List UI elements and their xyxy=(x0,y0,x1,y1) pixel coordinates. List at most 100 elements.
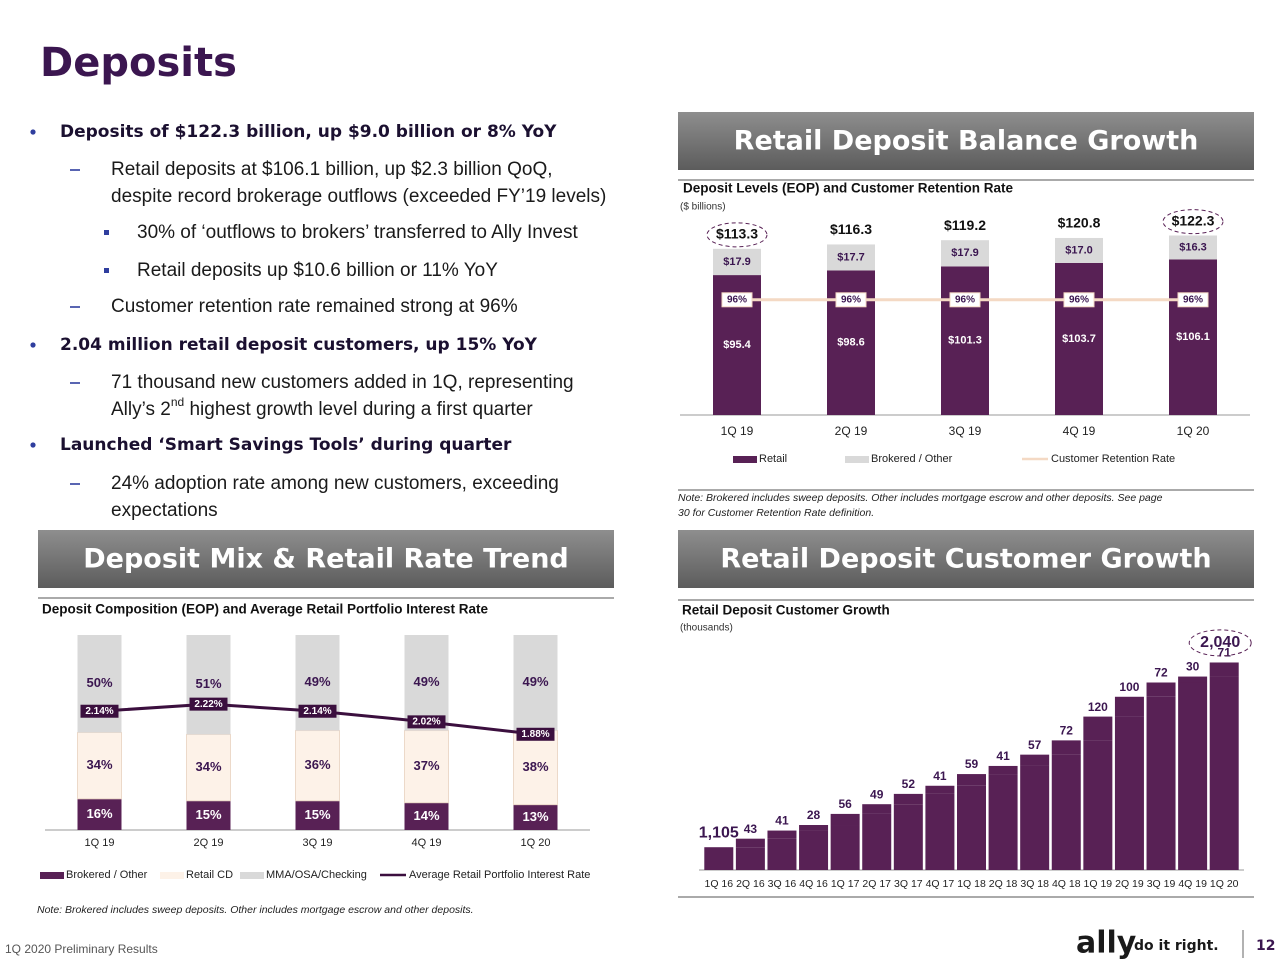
data-label: 49 xyxy=(870,787,884,801)
bullet-text-part: highest growth level during a first quar… xyxy=(184,399,533,420)
bullet-marker xyxy=(30,129,36,135)
bar-base xyxy=(925,793,955,870)
bar-segment xyxy=(827,244,875,271)
data-label: $101.3 xyxy=(948,335,982,347)
section-header: Retail Deposit Customer Growth xyxy=(720,544,1211,575)
bullet-text-part: 2.04 million retail deposit customers, u… xyxy=(60,335,538,355)
data-label: 49% xyxy=(522,674,548,689)
x-tick-label: 4Q 19 xyxy=(412,837,442,849)
bullet-marker xyxy=(30,342,36,348)
data-label: $17.0 xyxy=(1065,244,1093,256)
data-label: 30 xyxy=(1186,660,1200,674)
bar-increment xyxy=(1209,662,1239,677)
data-label: 51% xyxy=(195,676,221,691)
x-tick-label: 1Q 19 xyxy=(721,424,754,438)
bar-increment xyxy=(799,825,829,831)
bar-increment xyxy=(988,765,1018,775)
bar-base xyxy=(862,813,892,870)
data-label: 15% xyxy=(195,807,221,822)
bar xyxy=(704,847,734,870)
x-tick-label: 1Q 19 xyxy=(85,837,115,849)
data-label: $17.7 xyxy=(837,251,865,263)
bullet-text: 24% adoption rate among new customers, e… xyxy=(111,473,559,494)
data-label: 37% xyxy=(413,758,439,773)
x-tick-label: 1Q 19 xyxy=(1084,878,1113,890)
x-tick-label: 4Q 17 xyxy=(926,878,955,890)
data-label: 14% xyxy=(413,808,439,823)
total-label: $116.3 xyxy=(830,221,872,237)
bar-segment xyxy=(1169,259,1217,415)
data-label: 41 xyxy=(933,769,947,783)
line-label-box xyxy=(1063,292,1095,308)
data-label: 49% xyxy=(413,674,439,689)
bullet-text: 2.04 million retail deposit customers, u… xyxy=(60,335,538,355)
page-number: 12 xyxy=(1256,938,1275,954)
line-label-box xyxy=(949,292,981,308)
bullet-text: expectations xyxy=(111,500,218,521)
section-header-box xyxy=(678,530,1254,588)
data-label: $98.6 xyxy=(837,337,865,349)
bullet-text-part: Retail deposits up $10.6 billion or 11% … xyxy=(137,260,498,281)
legend-label: Retail xyxy=(759,453,787,465)
total-label: 2,040 xyxy=(1200,634,1240,651)
bar-segment xyxy=(404,730,449,804)
chart-note-line: Note: Brokered includes sweep deposits. … xyxy=(678,492,1165,504)
line-label: 2.22% xyxy=(194,699,222,710)
bar-base xyxy=(1209,676,1239,870)
bar-segment xyxy=(513,635,558,731)
bullet-text: 71 thousand new customers added in 1Q, r… xyxy=(111,372,574,393)
bar-increment xyxy=(1083,716,1113,741)
data-label: 50% xyxy=(86,675,112,690)
bar-segment xyxy=(404,635,449,731)
bullet-marker xyxy=(104,268,109,273)
bar-base xyxy=(1114,716,1144,870)
superscript: nd xyxy=(171,395,184,409)
bar-segment xyxy=(295,800,340,830)
bullet-text: Deposits of $122.3 billion, up $9.0 bill… xyxy=(60,122,557,142)
section-header: Retail Deposit Balance Growth xyxy=(734,126,1199,157)
x-tick-label: 2Q 19 xyxy=(835,424,868,438)
data-label: 16% xyxy=(86,806,112,821)
chart-title: Deposit Levels (EOP) and Customer Retent… xyxy=(683,181,1014,196)
bar-increment xyxy=(1020,754,1050,766)
bar-base xyxy=(830,825,860,870)
bar-segment xyxy=(941,266,989,415)
data-label: 41 xyxy=(775,814,789,828)
x-tick-label: 3Q 19 xyxy=(1147,878,1176,890)
total-label: $122.3 xyxy=(1172,212,1215,228)
bar-segment xyxy=(513,804,558,830)
data-label: $95.4 xyxy=(723,339,751,351)
x-tick-label: 3Q 16 xyxy=(768,878,797,890)
bullet-marker xyxy=(30,442,36,448)
legend-swatch xyxy=(40,872,64,879)
line-label-box xyxy=(80,704,119,718)
x-tick-label: 3Q 18 xyxy=(1020,878,1049,890)
bullet-marker xyxy=(104,230,109,235)
bar-segment xyxy=(713,248,761,276)
x-tick-label: 3Q 17 xyxy=(894,878,923,890)
data-label: 13% xyxy=(522,809,548,824)
footer-text: 1Q 2020 Preliminary Results xyxy=(5,942,158,956)
total-label: $120.8 xyxy=(1058,215,1101,231)
data-label: 120 xyxy=(1088,700,1108,714)
bar-base xyxy=(1146,696,1176,870)
line-label-box xyxy=(298,704,337,718)
legend-label: Average Retail Portfolio Interest Rate xyxy=(409,869,590,881)
line-label: 2.14% xyxy=(303,706,331,717)
legend-label: Customer Retention Rate xyxy=(1051,453,1175,465)
legend-label: Retail CD xyxy=(186,869,233,881)
bar-segment xyxy=(404,802,449,830)
data-label: 41 xyxy=(996,749,1010,763)
section-header: Deposit Mix & Retail Rate Trend xyxy=(83,544,569,575)
bar-increment xyxy=(830,813,860,826)
x-tick-label: 1Q 20 xyxy=(1210,878,1239,890)
x-tick-label: 2Q 19 xyxy=(1115,878,1144,890)
bullet-text: Ally’s 2nd highest growth level during a… xyxy=(111,395,533,420)
line-label-box xyxy=(407,715,446,729)
data-label: $17.9 xyxy=(951,247,979,259)
data-label: 38% xyxy=(522,759,548,774)
legend-swatch xyxy=(160,872,184,879)
x-tick-label: 1Q 17 xyxy=(831,878,860,890)
highlight-circle xyxy=(1188,629,1252,657)
data-label: 57 xyxy=(1028,738,1042,752)
